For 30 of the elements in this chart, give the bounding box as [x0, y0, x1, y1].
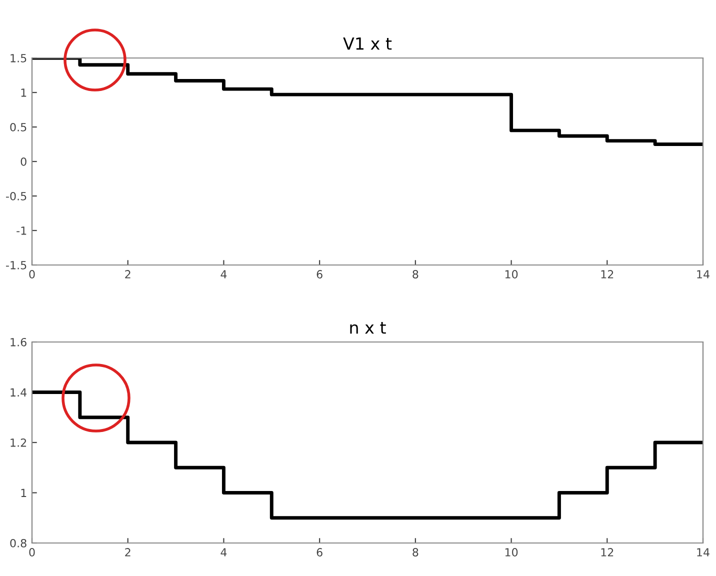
y-tick-label: 0: [20, 157, 26, 166]
x-tick-label: 10: [505, 270, 518, 278]
y-tick-label: 1.5: [10, 54, 26, 62]
chart-title: n x t: [350, 322, 386, 334]
chart-title: V1 x t: [343, 38, 392, 50]
x-tick-label: 12: [601, 270, 614, 278]
x-tick-label: 2: [125, 270, 130, 278]
y-tick-label: 1.6: [10, 338, 26, 346]
y-tick-label: -1.5: [6, 261, 26, 270]
x-tick-label: 2: [125, 548, 130, 556]
y-tick-label: 1.2: [10, 438, 26, 447]
y-tick-label: 1.4: [10, 388, 27, 396]
y-tick-label: 1: [21, 488, 26, 497]
x-tick-label: 6: [316, 548, 322, 556]
x-tick-label: 4: [220, 270, 227, 278]
x-tick-label: 4: [220, 548, 227, 556]
x-tick-label: 8: [412, 548, 418, 556]
x-tick-label: 6: [316, 270, 322, 278]
y-tick-label: 1: [21, 88, 26, 97]
x-tick-label: 10: [505, 548, 518, 556]
x-tick-label: 12: [601, 548, 614, 556]
x-tick-label: 0: [29, 270, 35, 278]
y-tick-label: -0.5: [6, 192, 26, 200]
y-tick-label: -1: [16, 226, 26, 235]
x-tick-label: 0: [29, 548, 35, 556]
x-tick-label: 14: [697, 270, 710, 278]
x-tick-label: 8: [412, 270, 418, 278]
y-tick-label: 0.8: [10, 538, 26, 548]
x-tick-label: 14: [697, 548, 710, 556]
y-tick-label: 0.5: [10, 122, 26, 132]
